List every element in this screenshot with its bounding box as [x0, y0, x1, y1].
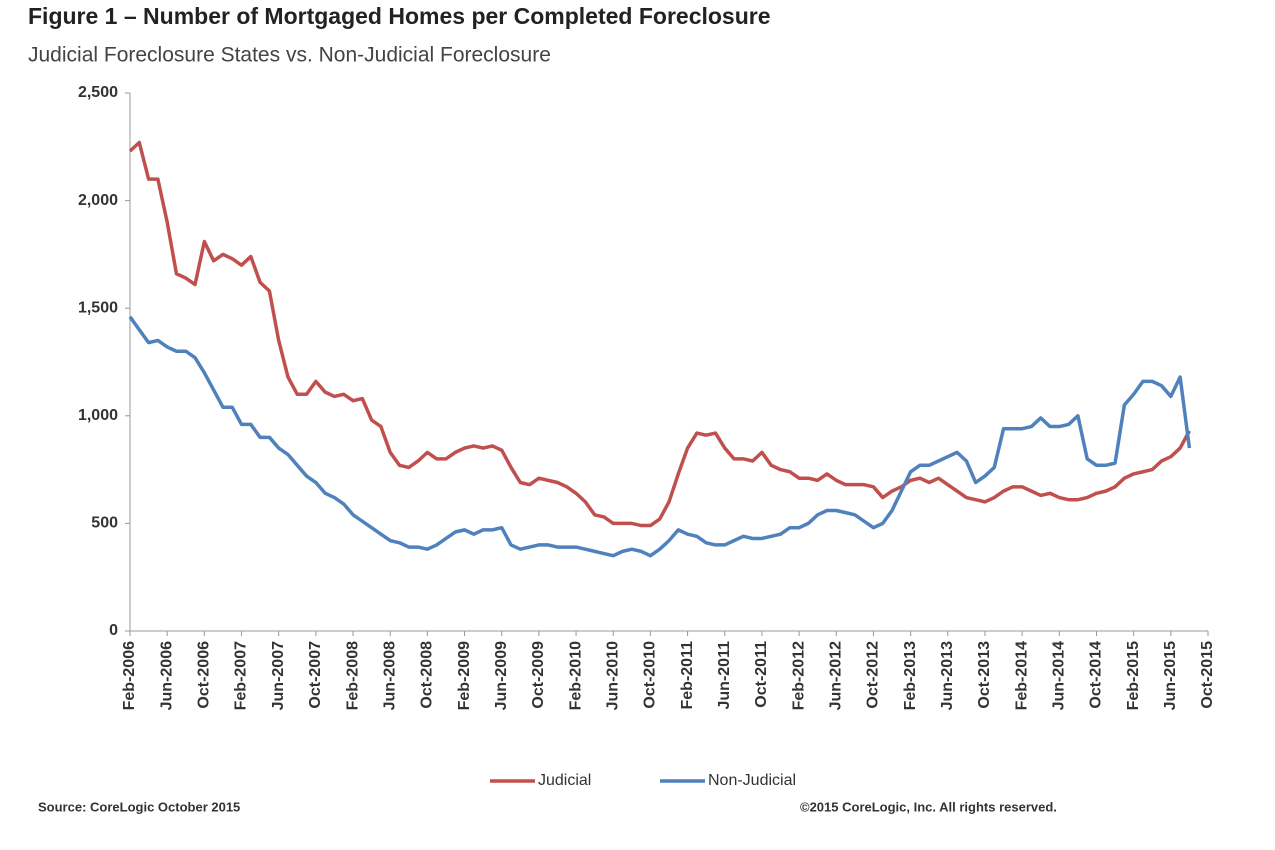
- y-tick-label: 2,500: [78, 84, 118, 101]
- x-tick-label: Feb-2013: [902, 641, 919, 710]
- x-tick-label: Oct-2012: [865, 641, 882, 709]
- x-tick-label: Jun-2010: [604, 641, 621, 710]
- chart-title: Figure 1 – Number of Mortgaged Homes per…: [28, 3, 771, 29]
- series-line: [128, 315, 1192, 558]
- x-tick-label: Jun-2015: [1162, 641, 1179, 710]
- x-tick-label: Feb-2014: [1013, 641, 1030, 710]
- legend-label: Non-Judicial: [708, 772, 796, 789]
- x-tick-label: Oct-2015: [1199, 641, 1216, 709]
- x-tick-label: Feb-2007: [233, 641, 250, 710]
- y-tick-label: 1,500: [78, 299, 118, 316]
- x-tick-label: Jun-2012: [827, 641, 844, 710]
- x-tick-label: Jun-2011: [716, 641, 733, 710]
- x-tick-label: Feb-2011: [679, 641, 696, 710]
- x-tick-label: Oct-2010: [642, 641, 659, 709]
- x-tick-label: Jun-2006: [158, 641, 175, 710]
- x-tick-label: Feb-2006: [121, 641, 138, 710]
- x-tick-label: Feb-2010: [567, 641, 584, 710]
- x-tick-label: Feb-2012: [790, 641, 807, 710]
- chart-subtitle: Judicial Foreclosure States vs. Non-Judi…: [28, 44, 551, 67]
- x-tick-label: Feb-2015: [1125, 641, 1142, 710]
- x-tick-label: Oct-2008: [419, 641, 436, 709]
- x-tick-label: Oct-2011: [753, 641, 770, 708]
- x-tick-label: Oct-2007: [307, 641, 324, 709]
- source-note: Source: CoreLogic October 2015: [38, 799, 240, 814]
- x-tick-label: Oct-2013: [976, 641, 993, 709]
- x-tick-label: Oct-2014: [1088, 641, 1105, 709]
- copyright-note: ©2015 CoreLogic, Inc. All rights reserve…: [800, 799, 1057, 814]
- y-tick-label: 1,000: [78, 407, 118, 424]
- y-tick-label: 0: [109, 622, 118, 639]
- y-tick-label: 2,000: [78, 192, 118, 209]
- x-tick-label: Jun-2008: [381, 641, 398, 710]
- series-line: [128, 140, 1191, 528]
- x-tick-label: Jun-2007: [270, 641, 287, 710]
- x-tick-label: Feb-2009: [456, 641, 473, 710]
- x-tick-label: Feb-2008: [344, 641, 361, 710]
- y-tick-label: 500: [91, 515, 118, 532]
- x-tick-label: Jun-2009: [493, 641, 510, 710]
- x-tick-label: Oct-2006: [196, 641, 213, 709]
- x-tick-label: Jun-2014: [1051, 641, 1068, 710]
- x-tick-label: Oct-2009: [530, 641, 547, 709]
- legend-label: Judicial: [538, 772, 591, 789]
- x-tick-label: Jun-2013: [939, 641, 956, 710]
